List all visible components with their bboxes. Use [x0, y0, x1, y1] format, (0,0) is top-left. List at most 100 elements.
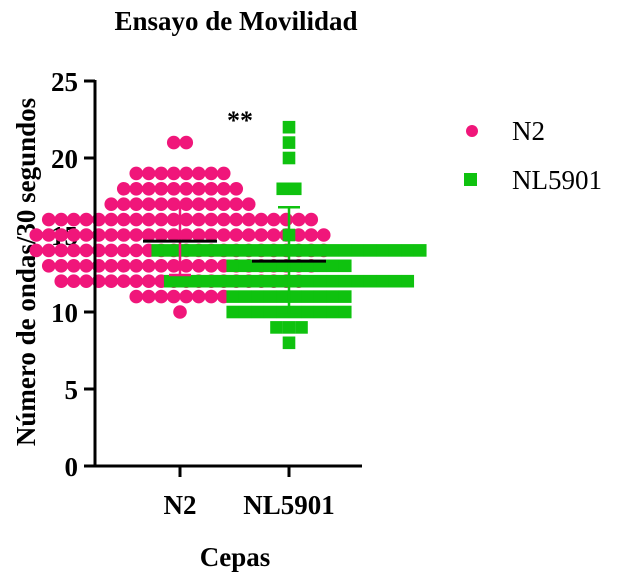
data-point	[176, 244, 190, 257]
data-point	[141, 259, 156, 273]
data-point	[79, 243, 94, 258]
data-point	[301, 274, 315, 288]
data-point	[154, 197, 169, 211]
data-point	[288, 305, 302, 319]
data-point	[129, 228, 144, 242]
data-point	[54, 274, 69, 289]
data-point	[141, 228, 156, 242]
data-point	[66, 228, 81, 242]
data-point	[79, 212, 94, 227]
data-point	[288, 290, 302, 303]
data-point	[104, 259, 119, 273]
data-point	[291, 212, 306, 227]
data-point	[66, 212, 81, 227]
legend-item-n2: N2	[466, 116, 545, 146]
data-point	[276, 182, 290, 196]
data-point	[116, 197, 131, 211]
data-point	[201, 244, 215, 257]
data-point	[338, 274, 352, 288]
data-point	[241, 212, 256, 227]
data-point	[66, 243, 81, 258]
data-point	[166, 212, 181, 227]
data-point	[351, 274, 365, 288]
data-point	[41, 243, 56, 258]
legend-item-nl5901: NL5901	[464, 165, 602, 195]
data-point	[116, 259, 131, 273]
data-point	[413, 244, 427, 257]
data-point	[313, 244, 327, 257]
data-point	[351, 244, 365, 257]
data-point	[201, 274, 215, 288]
data-point	[204, 197, 219, 211]
data-point	[191, 182, 206, 196]
data-point	[166, 166, 181, 181]
data-point	[388, 274, 402, 288]
data-point	[191, 228, 206, 242]
data-point	[216, 166, 231, 181]
data-point	[141, 212, 156, 227]
data-point	[263, 305, 277, 319]
data-point	[129, 274, 144, 289]
data-point	[251, 290, 265, 303]
data-point	[129, 289, 144, 304]
data-point	[179, 289, 194, 304]
data-point	[41, 259, 56, 273]
data-point	[79, 228, 94, 242]
data-point	[282, 120, 296, 134]
data-point	[141, 274, 156, 289]
data-point	[216, 228, 231, 242]
data-point	[276, 305, 290, 319]
data-point	[29, 243, 44, 258]
data-point	[204, 182, 219, 196]
data-point	[216, 197, 231, 211]
data-point	[29, 228, 44, 242]
data-point	[163, 244, 177, 257]
data-point	[191, 289, 206, 304]
data-point	[104, 197, 119, 211]
data-point	[326, 259, 340, 273]
data-point	[301, 290, 315, 303]
legend-label-n2: N2	[512, 116, 545, 146]
data-point	[326, 305, 340, 319]
legend-marker-n2	[466, 125, 478, 137]
data-point	[276, 290, 290, 303]
data-point	[163, 274, 177, 288]
data-point	[238, 274, 252, 288]
chart-title: Ensayo de Movilidad	[114, 6, 357, 36]
data-point	[251, 305, 265, 319]
data-point	[204, 289, 219, 304]
data-point	[238, 305, 252, 319]
data-point	[191, 166, 206, 181]
data-point	[301, 244, 315, 257]
data-point	[191, 212, 206, 227]
data-point	[154, 289, 169, 304]
data-point	[116, 228, 131, 242]
data-point	[338, 259, 352, 273]
data-point	[66, 274, 81, 289]
data-point	[179, 259, 194, 273]
data-point	[54, 212, 69, 227]
data-point	[295, 321, 308, 334]
data-point	[116, 182, 131, 196]
data-point	[116, 243, 131, 258]
data-point	[188, 244, 202, 257]
data-point	[279, 212, 294, 227]
x-tick-label: N2	[164, 490, 197, 520]
data-point	[104, 228, 119, 242]
data-point	[104, 243, 119, 258]
data-point	[226, 274, 240, 288]
data-point	[154, 259, 169, 273]
data-point	[326, 274, 340, 288]
data-point	[254, 212, 269, 227]
data-point	[241, 228, 256, 242]
data-point	[251, 274, 265, 288]
data-point	[104, 274, 119, 289]
y-tick-label: 0	[65, 452, 79, 482]
data-point	[313, 274, 327, 288]
legend-marker-nl5901	[464, 173, 477, 186]
data-point	[288, 244, 302, 257]
error-bars	[143, 206, 326, 317]
data-point	[226, 259, 240, 273]
data-point	[229, 212, 244, 227]
data-point	[129, 259, 144, 273]
